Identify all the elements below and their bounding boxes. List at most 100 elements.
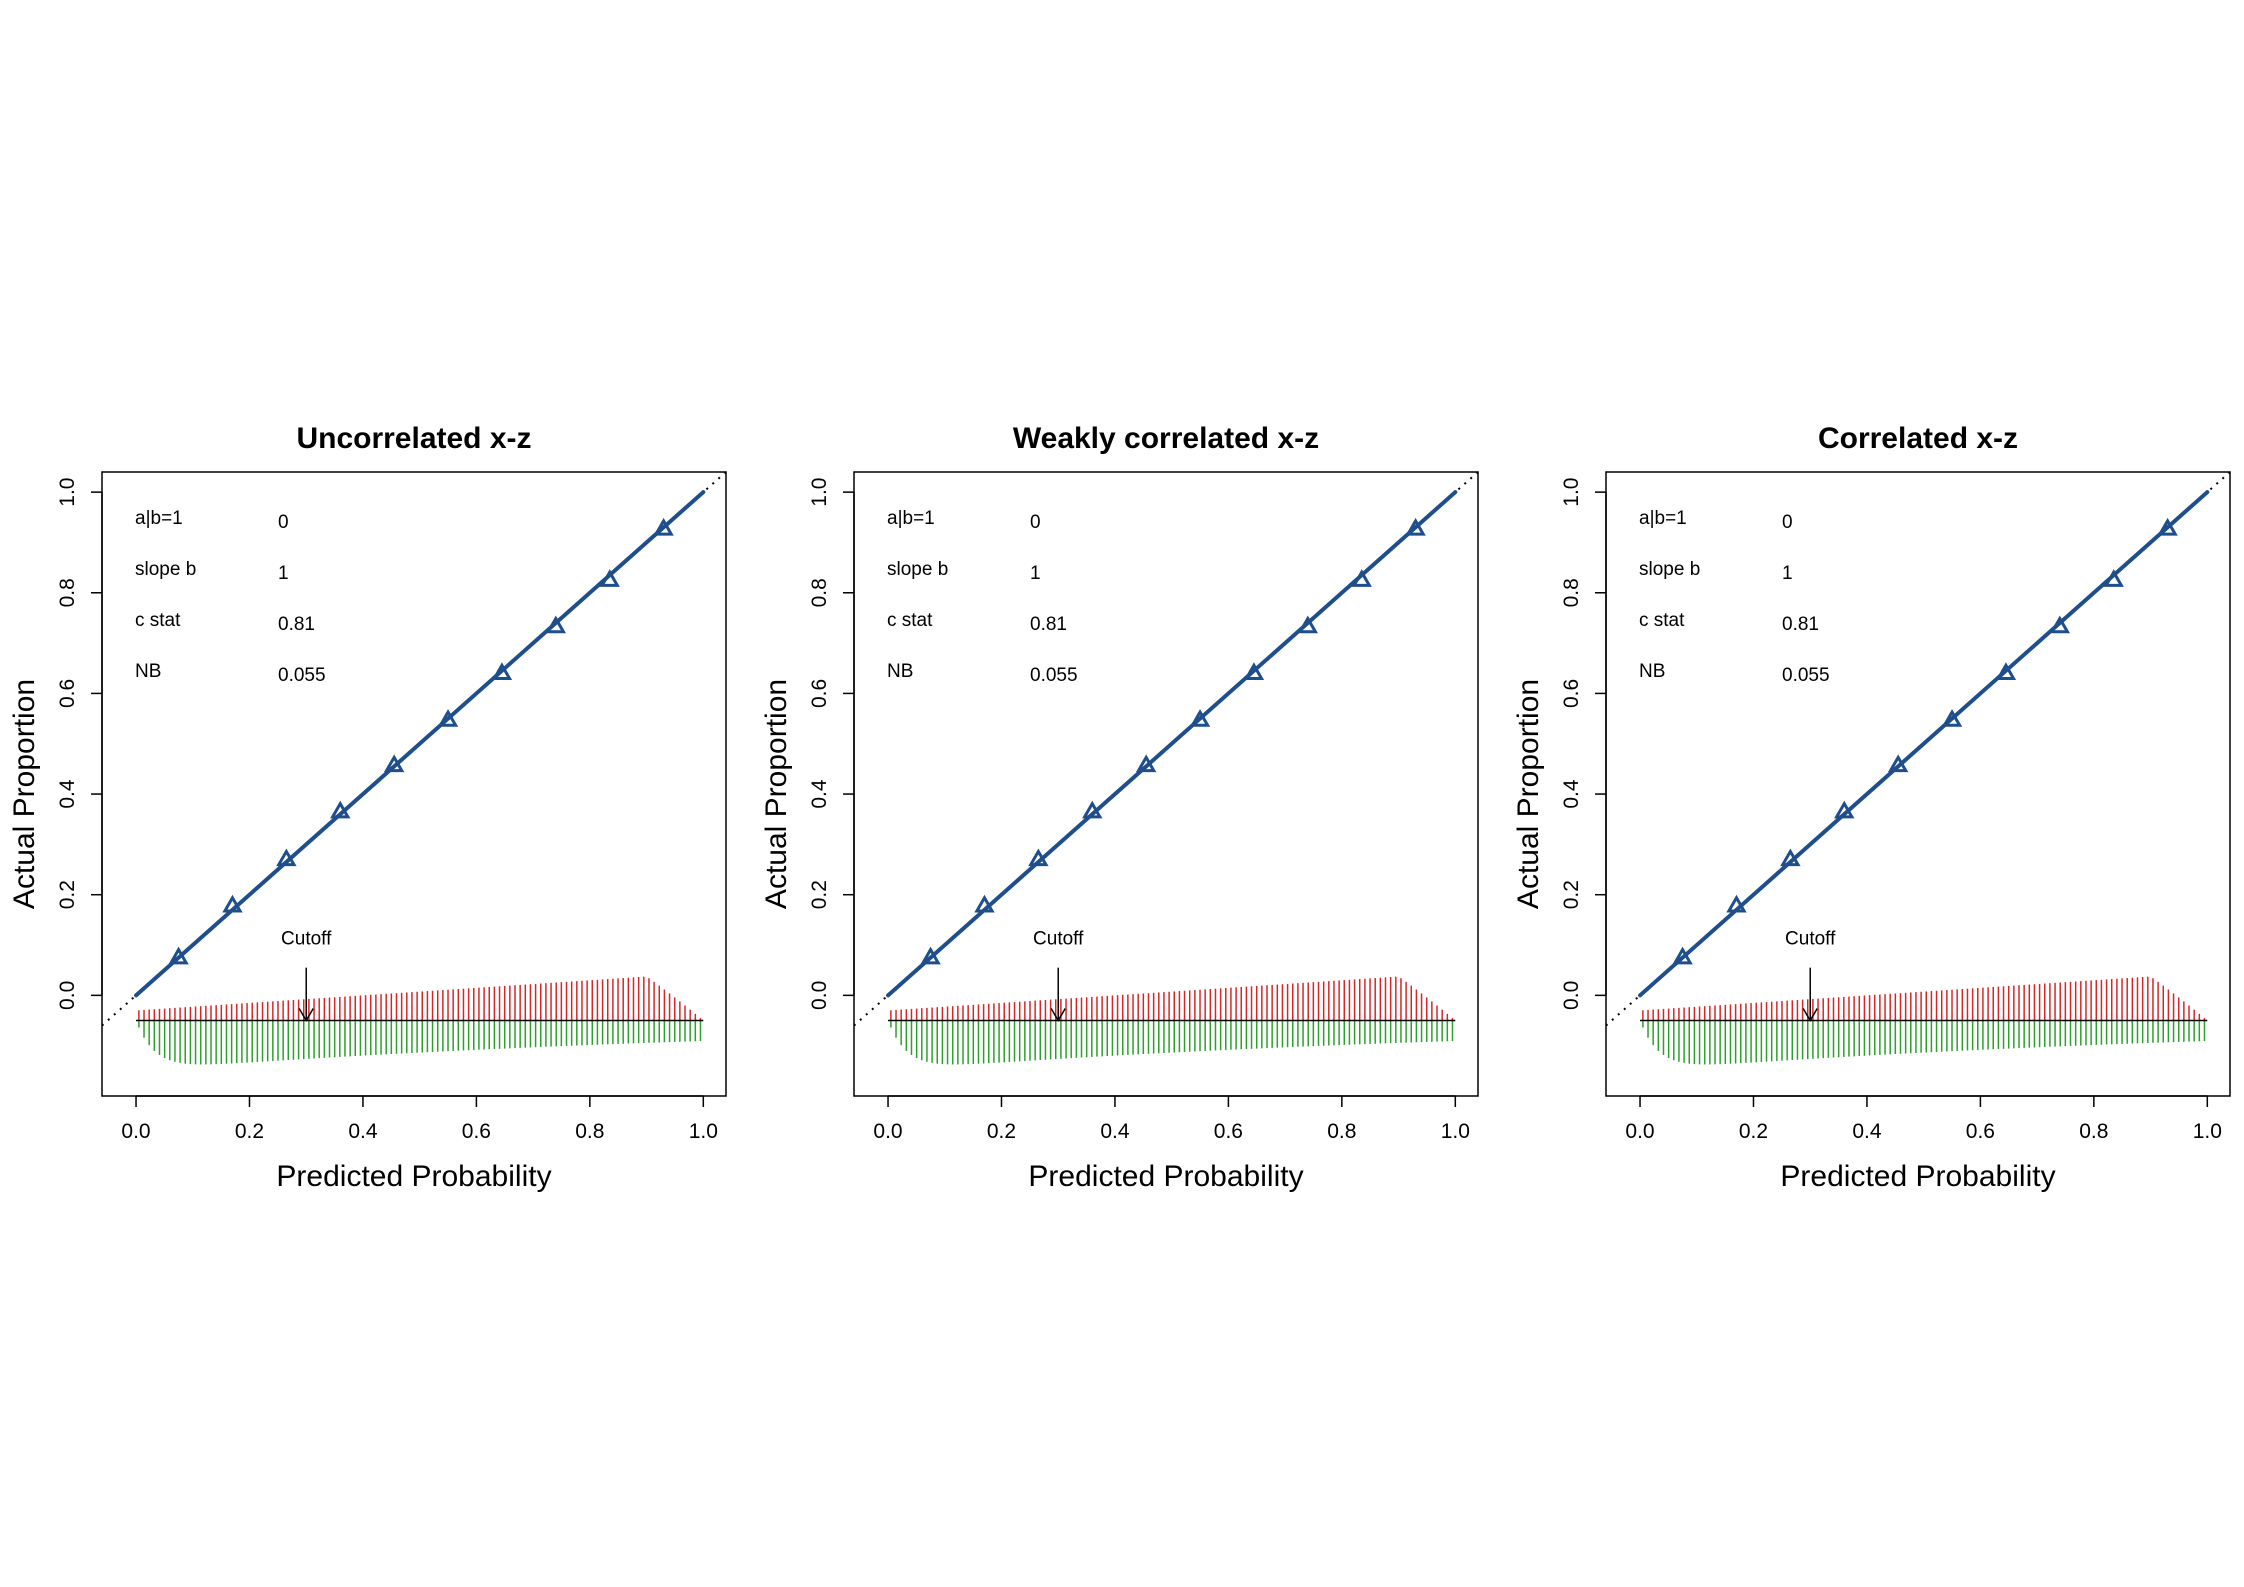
decile-point	[383, 754, 405, 773]
x-tick-label: 1.0	[2193, 1120, 2222, 1143]
y-tick-label: 0.2	[1560, 880, 1583, 909]
y-tick-label: 0.8	[1560, 578, 1583, 607]
x-tick-label: 0.8	[2079, 1120, 2108, 1143]
x-tick-label: 0.6	[1966, 1120, 1995, 1143]
x-tick-label: 1.0	[689, 1120, 718, 1143]
y-tick-label: 0.4	[56, 779, 79, 809]
y-tick-label: 0.8	[56, 578, 79, 607]
x-axis-title: Predicted Probability	[276, 1160, 551, 1193]
decile-point	[491, 662, 513, 680]
stat-value: 0.055	[278, 665, 326, 686]
y-tick-label: 0.6	[56, 679, 79, 708]
decile-point	[653, 517, 674, 536]
stat-value: 0.055	[1782, 665, 1830, 686]
y-axis-title: Actual Proportion	[760, 679, 793, 909]
panel-title: Correlated x-z	[1818, 422, 2018, 455]
panel-title: Weakly correlated x-z	[1013, 422, 1319, 455]
decile-point	[1780, 848, 1801, 867]
stat-value: 1	[278, 563, 289, 584]
stat-label: c stat	[887, 610, 933, 631]
calibration-curve	[886, 490, 1458, 998]
decile-point	[1995, 662, 2017, 680]
decile-point	[1887, 754, 1909, 773]
stat-label: NB	[1639, 661, 1665, 682]
decile-point	[330, 800, 351, 819]
y-tick-label: 0.2	[56, 880, 79, 909]
stat-label: a|b=1	[135, 508, 183, 529]
calibration-curve	[134, 490, 706, 998]
decile-point	[1135, 754, 1157, 773]
stat-value: 0	[278, 512, 289, 533]
stat-value: 0.81	[1030, 614, 1067, 635]
decile-point	[1405, 517, 1426, 536]
stat-value: 0.81	[278, 614, 315, 635]
decile-point	[1189, 709, 1211, 727]
decile-point	[1082, 800, 1103, 819]
x-tick-label: 0.2	[987, 1120, 1016, 1143]
stat-label: NB	[135, 661, 161, 682]
stat-label: NB	[887, 661, 913, 682]
decile-point	[1243, 662, 1265, 680]
y-tick-label: 0.6	[808, 679, 831, 708]
panel-title: Uncorrelated x-z	[296, 422, 531, 455]
cutoff-arrowhead	[1802, 1008, 1818, 1023]
calibration-panel-correlated: Correlated x-z 0.0 0.2 0.4 0.6 0.8 1.0 Predicte…	[1512, 422, 2231, 1193]
y-tick-label: 1.0	[808, 478, 831, 507]
decile-point	[2103, 569, 2124, 587]
decile-point	[1834, 800, 1855, 819]
stat-value: 1	[1782, 563, 1793, 584]
y-tick-label: 0.2	[808, 880, 831, 909]
x-tick-label: 0.6	[462, 1120, 491, 1143]
stat-label: slope b	[887, 559, 948, 580]
y-tick-label: 1.0	[56, 478, 79, 507]
decile-point	[168, 946, 189, 965]
cutoff-arrowhead	[1050, 1008, 1066, 1023]
x-tick-label: 0.2	[1739, 1120, 1768, 1143]
decile-point	[2157, 517, 2178, 536]
stat-value: 0.055	[1030, 665, 1078, 686]
decile-point	[1028, 848, 1049, 867]
calibration-panel-weakly-correlated: Weakly correlated x-z 0.0 0.2 0.4 0.6 0.8 1.0 P…	[760, 422, 1479, 1193]
stat-label: c stat	[1639, 610, 1685, 631]
stat-label: a|b=1	[1639, 508, 1687, 529]
decile-point	[920, 946, 941, 965]
decile-point	[974, 894, 995, 913]
x-tick-label: 0.4	[1100, 1120, 1130, 1143]
x-tick-label: 0.0	[1625, 1120, 1654, 1143]
calibration-panel-uncorrelated: Uncorrelated x-z 0.0 0.2 0.4 0.6 0.8 1.0 Predic…	[8, 422, 727, 1193]
y-axis-title: Actual Proportion	[1512, 679, 1545, 909]
y-tick-label: 0.4	[1560, 779, 1583, 809]
stat-value: 0	[1782, 512, 1793, 533]
stat-label: slope b	[1639, 559, 1700, 580]
decile-point	[222, 894, 243, 913]
x-tick-label: 0.4	[348, 1120, 378, 1143]
y-tick-label: 0.4	[808, 779, 831, 809]
stat-label: c stat	[135, 610, 181, 631]
stat-label: a|b=1	[887, 508, 935, 529]
decile-point	[1726, 894, 1747, 913]
x-tick-label: 0.8	[575, 1120, 604, 1143]
y-tick-label: 0.0	[56, 981, 79, 1010]
cutoff-label: Cutoff	[1033, 929, 1084, 950]
decile-point	[545, 615, 567, 634]
x-tick-label: 0.2	[235, 1120, 264, 1143]
y-tick-label: 1.0	[1560, 478, 1583, 507]
decile-point	[437, 709, 459, 727]
x-tick-label: 1.0	[1441, 1120, 1470, 1143]
x-tick-label: 0.8	[1327, 1120, 1356, 1143]
x-tick-label: 0.6	[1214, 1120, 1243, 1143]
x-axis-title: Predicted Probability	[1780, 1160, 2055, 1193]
cutoff-label: Cutoff	[281, 929, 332, 950]
x-tick-label: 0.0	[873, 1120, 902, 1143]
y-axis-title: Actual Proportion	[8, 679, 41, 909]
decile-point	[1672, 946, 1693, 965]
decile-point	[1297, 615, 1319, 634]
y-tick-label: 0.0	[808, 981, 831, 1010]
y-tick-label: 0.6	[1560, 679, 1583, 708]
decile-point	[2049, 615, 2071, 634]
y-tick-label: 0.8	[808, 578, 831, 607]
decile-point	[1941, 709, 1963, 727]
stat-value: 0.81	[1782, 614, 1819, 635]
calibration-curve	[1638, 490, 2210, 998]
